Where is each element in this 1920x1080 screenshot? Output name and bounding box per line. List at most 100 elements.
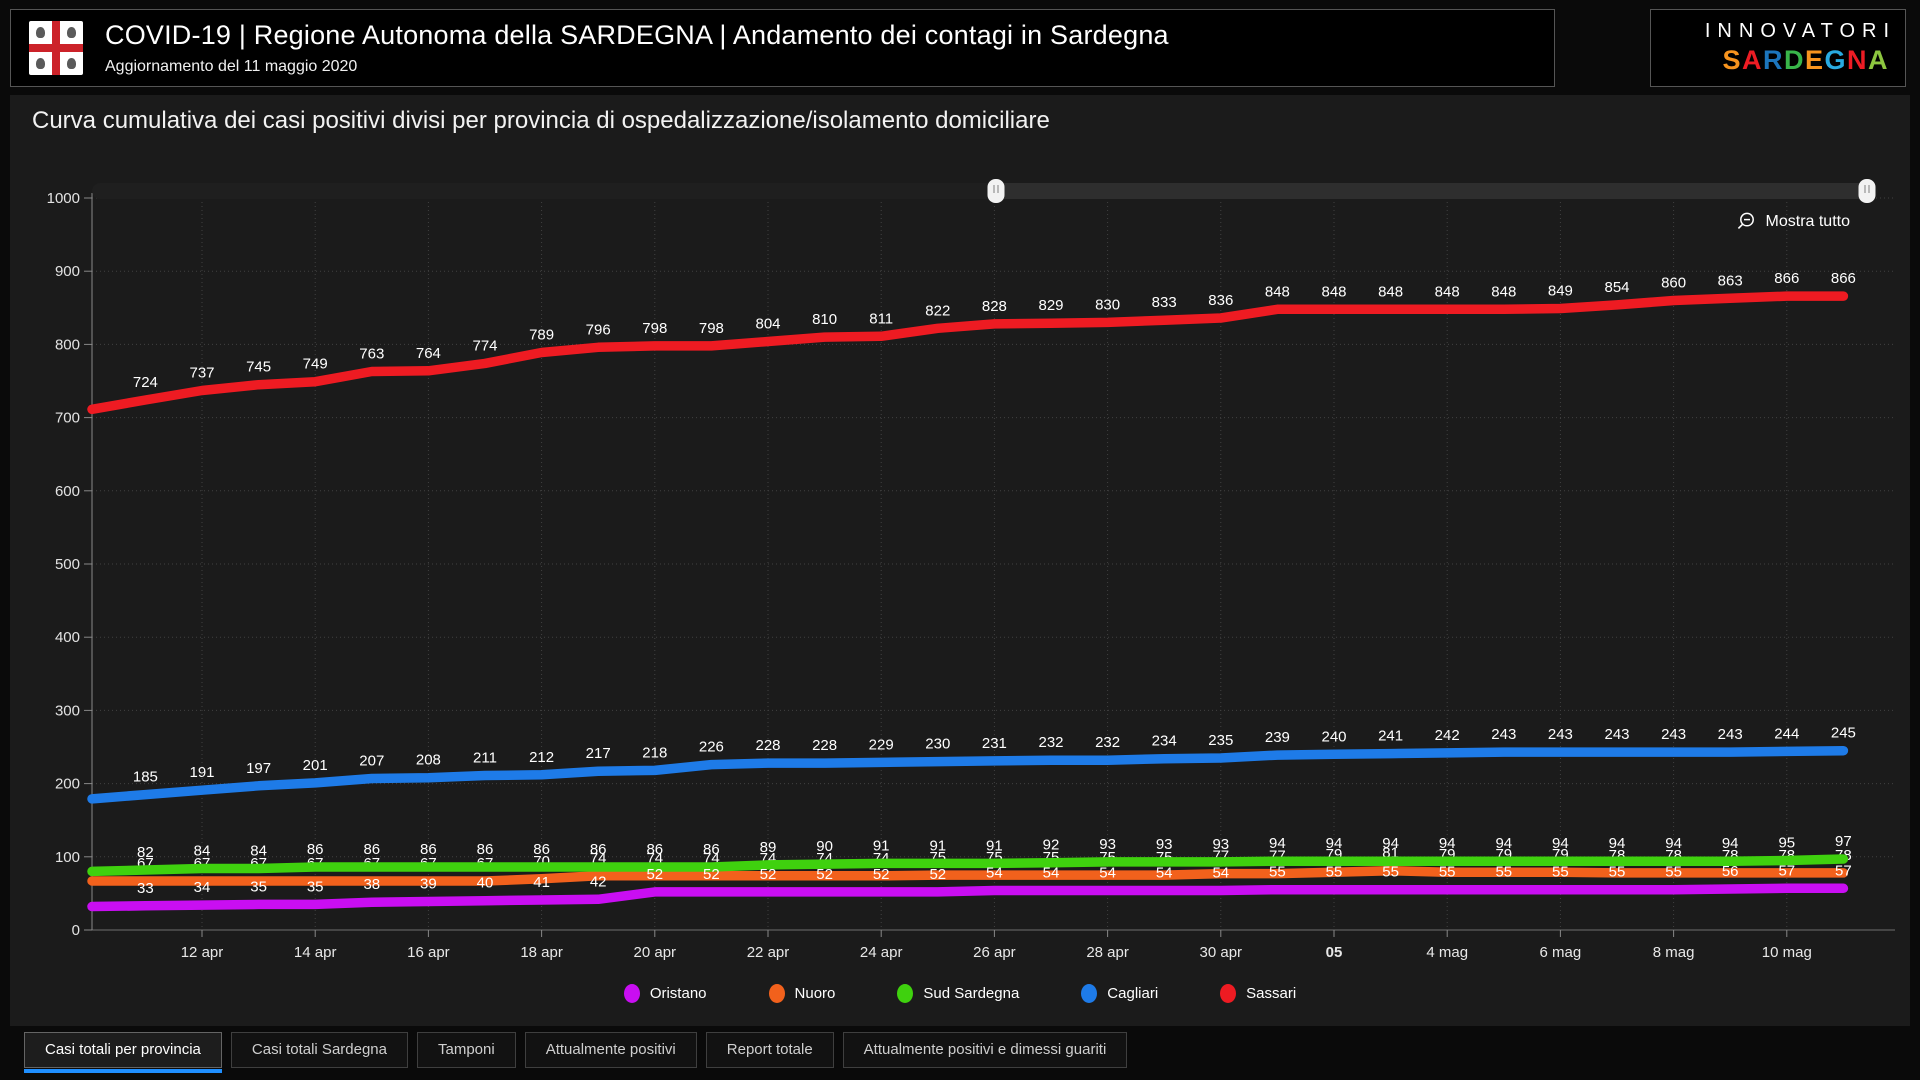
point-label-cagliari: 232: [1095, 734, 1120, 751]
x-axis-label: 6 mag: [1540, 944, 1582, 961]
point-label-cagliari: 243: [1548, 726, 1573, 743]
point-label-sud-sardegna: 95: [1778, 835, 1795, 852]
point-label-cagliari: 208: [416, 752, 441, 769]
brand-line-2: SARDEGNA: [1722, 45, 1889, 76]
point-label-oristano: 54: [1212, 865, 1229, 882]
x-axis-label: 10 mag: [1762, 944, 1812, 961]
brand-letter: R: [1762, 45, 1784, 75]
point-label-cagliari: 211: [473, 750, 497, 767]
point-label-sassari: 724: [133, 374, 158, 391]
point-label-sud-sardegna: 97: [1835, 833, 1852, 850]
point-label-cagliari: 243: [1491, 726, 1516, 743]
legend-item-oristano[interactable]: Oristano: [623, 984, 707, 1003]
point-label-sassari: 745: [246, 359, 271, 376]
point-label-cagliari: 245: [1831, 725, 1856, 742]
point-label-oristano: 54: [1099, 865, 1116, 882]
point-label-oristano: 52: [873, 866, 890, 883]
point-label-oristano: 55: [1382, 864, 1399, 881]
legend-label: Sud Sardegna: [923, 985, 1020, 1002]
legend-item-cagliari[interactable]: Cagliari: [1081, 984, 1158, 1003]
point-label-sassari: 763: [359, 346, 384, 363]
brand-letter: D: [1783, 45, 1805, 75]
series-line-sud-sardegna: [87, 854, 1849, 877]
point-label-sassari: 848: [1378, 283, 1403, 300]
range-slider-selection[interactable]: [996, 183, 1867, 199]
point-label-sud-sardegna: 84: [194, 843, 211, 860]
tab-casi-totali-per-provincia[interactable]: Casi totali per provincia: [24, 1032, 222, 1073]
x-axis-label: 22 apr: [747, 944, 790, 961]
brand-letter: S: [1722, 45, 1742, 75]
point-label-cagliari: 231: [982, 735, 1007, 752]
point-label-sassari: 749: [303, 356, 328, 373]
point-label-cagliari: 191: [189, 764, 214, 781]
point-label-sassari: 848: [1491, 283, 1516, 300]
x-axis-label: 30 apr: [1200, 944, 1243, 961]
point-label-sud-sardegna: 93: [1212, 836, 1229, 853]
point-label-oristano: 42: [590, 873, 607, 890]
x-axis-label: 16 apr: [407, 944, 450, 961]
point-label-oristano: 57: [1778, 862, 1795, 879]
y-axis-label: 600: [55, 483, 80, 500]
point-label-oristano: 38: [363, 876, 380, 893]
y-axis-label: 300: [55, 702, 80, 719]
x-axis-label: 14 apr: [294, 944, 337, 961]
legend-marker: [1081, 984, 1098, 1003]
y-axis-label: 500: [55, 556, 80, 573]
point-label-sud-sardegna: 92: [1043, 837, 1060, 854]
tab-attualmente-positivi[interactable]: Attualmente positivi: [524, 1032, 697, 1068]
tab-casi-totali-sardegna[interactable]: Casi totali Sardegna: [230, 1032, 408, 1068]
point-label-sud-sardegna: 86: [307, 841, 324, 858]
point-label-cagliari: 228: [755, 737, 780, 754]
point-label-cagliari: 244: [1774, 725, 1799, 742]
point-label-oristano: 55: [1552, 864, 1569, 881]
point-label-sassari: 764: [416, 345, 441, 362]
legend-item-sassari[interactable]: Sassari: [1220, 984, 1296, 1003]
point-label-sassari: 804: [755, 316, 780, 333]
point-label-sassari: 849: [1548, 283, 1573, 300]
point-label-oristano: 55: [1495, 864, 1512, 881]
point-label-oristano: 54: [986, 865, 1003, 882]
point-label-cagliari: 235: [1208, 732, 1233, 749]
point-label-oristano: 55: [1269, 864, 1286, 881]
series-line-sassari: [87, 291, 1849, 415]
update-date: Aggiornamento del 11 maggio 2020: [105, 58, 358, 75]
point-label-cagliari: 243: [1604, 726, 1629, 743]
point-label-oristano: 33: [137, 880, 154, 897]
point-label-oristano: 52: [646, 866, 663, 883]
point-label-sud-sardegna: 94: [1382, 835, 1399, 852]
slider-handle-right[interactable]: [1858, 179, 1876, 203]
point-label-sassari: 833: [1152, 294, 1177, 311]
point-label-cagliari: 230: [925, 736, 950, 753]
legend-item-nuoro[interactable]: Nuoro: [768, 984, 836, 1003]
point-label-oristano: 54: [1043, 865, 1060, 882]
point-label-sud-sardegna: 94: [1665, 835, 1682, 852]
point-label-oristano: 40: [477, 875, 494, 892]
point-label-oristano: 55: [1326, 864, 1343, 881]
point-label-sassari: 796: [586, 321, 611, 338]
show-all-button[interactable]: Mostra tutto: [1736, 211, 1850, 233]
tab-report-totale[interactable]: Report totale: [705, 1032, 834, 1068]
point-label-sud-sardegna: 94: [1722, 835, 1739, 852]
legend-label: Nuoro: [794, 985, 836, 1002]
tab-tamponi[interactable]: Tamponi: [417, 1032, 516, 1068]
point-label-sud-sardegna: 86: [477, 841, 494, 858]
point-label-oristano: 52: [816, 866, 833, 883]
slider-handle-left[interactable]: [987, 179, 1005, 203]
point-label-cagliari: 240: [1321, 728, 1346, 745]
point-label-cagliari: 243: [1661, 726, 1686, 743]
point-label-oristano: 57: [1835, 862, 1852, 879]
y-axis-label: 100: [55, 849, 80, 866]
page-title: COVID-19 | Regione Autonoma della SARDEG…: [105, 20, 1169, 50]
point-label-sud-sardegna: 94: [1495, 835, 1512, 852]
point-label-sud-sardegna: 84: [250, 843, 267, 860]
y-axis-label: 700: [55, 410, 80, 427]
tab-attualmente-positivi-e-dimessi-guariti[interactable]: Attualmente positivi e dimessi guariti: [842, 1032, 1128, 1068]
y-axis-label: 200: [55, 776, 80, 793]
x-axis-label: 26 apr: [973, 944, 1016, 961]
x-axis-label: 8 mag: [1653, 944, 1695, 961]
point-label-oristano: 35: [250, 878, 267, 895]
legend-item-sud-sardegna[interactable]: Sud Sardegna: [897, 984, 1019, 1003]
point-label-cagliari: 234: [1152, 733, 1177, 750]
point-label-sud-sardegna: 86: [646, 841, 663, 858]
